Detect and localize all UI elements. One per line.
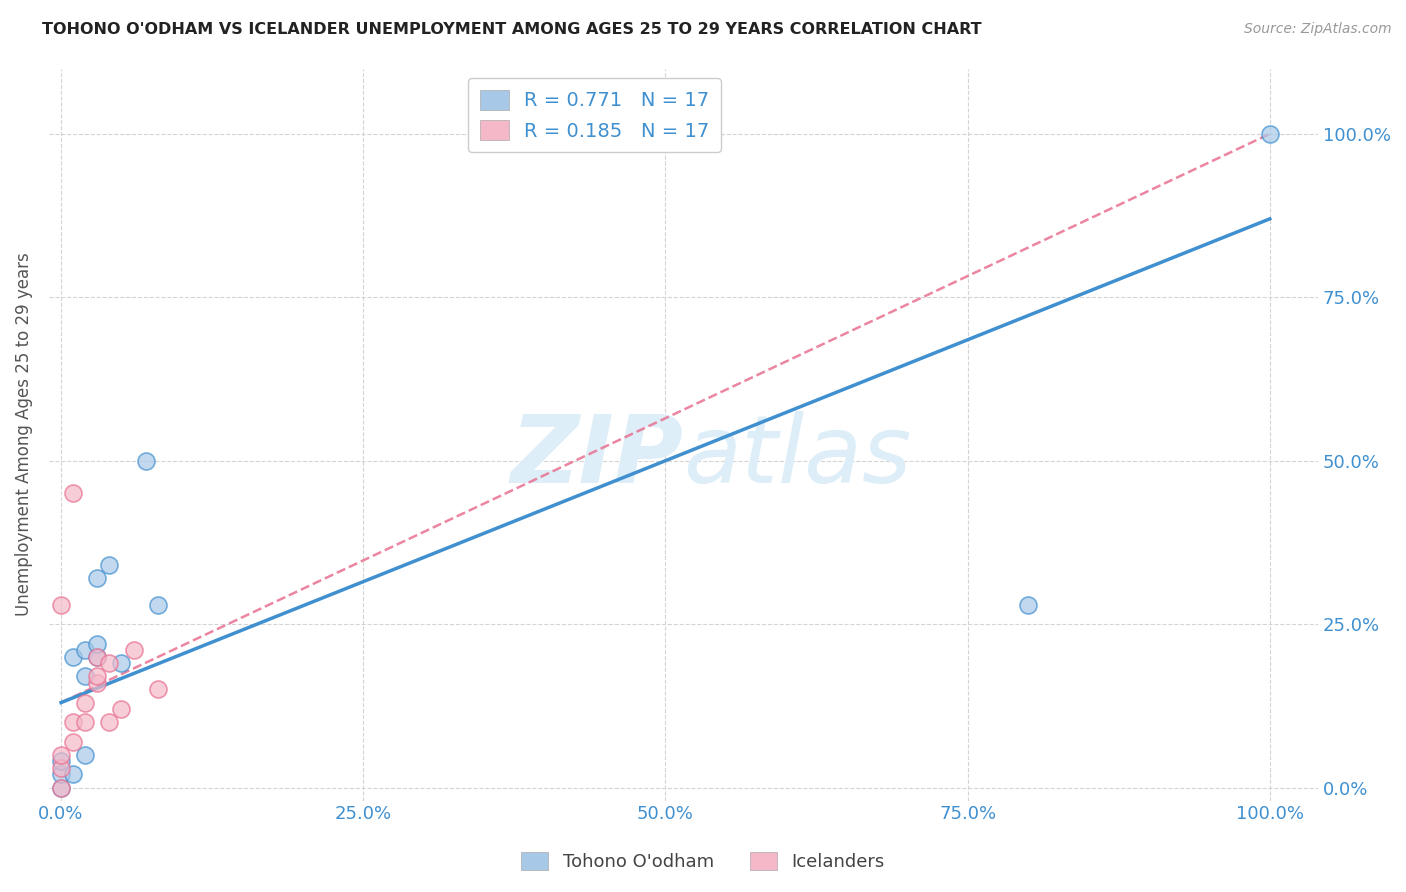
Point <box>75 643 97 657</box>
Point <box>86 571 108 585</box>
Point <box>146 598 169 612</box>
Point <box>75 669 97 683</box>
Point <box>75 747 97 762</box>
Point <box>110 702 132 716</box>
Point <box>49 767 72 781</box>
Legend: R = 0.771   N = 17, R = 0.185   N = 17: R = 0.771 N = 17, R = 0.185 N = 17 <box>468 78 721 153</box>
Point <box>86 649 108 664</box>
Point <box>62 486 84 500</box>
Point <box>62 735 84 749</box>
Point <box>49 780 72 795</box>
Point <box>49 747 72 762</box>
Text: Source: ZipAtlas.com: Source: ZipAtlas.com <box>1244 22 1392 37</box>
Y-axis label: Unemployment Among Ages 25 to 29 years: Unemployment Among Ages 25 to 29 years <box>15 252 32 616</box>
Point <box>75 696 97 710</box>
Point <box>49 780 72 795</box>
Point <box>98 715 121 730</box>
Point <box>62 649 84 664</box>
Point <box>86 669 108 683</box>
Text: TOHONO O'ODHAM VS ICELANDER UNEMPLOYMENT AMONG AGES 25 TO 29 YEARS CORRELATION C: TOHONO O'ODHAM VS ICELANDER UNEMPLOYMENT… <box>42 22 981 37</box>
Point <box>49 598 72 612</box>
Point <box>62 767 84 781</box>
Text: atlas: atlas <box>683 411 912 502</box>
Point <box>86 649 108 664</box>
Point <box>98 657 121 671</box>
Legend: Tohono O'odham, Icelanders: Tohono O'odham, Icelanders <box>515 845 891 879</box>
Point <box>146 682 169 697</box>
Point <box>62 715 84 730</box>
Point <box>86 637 108 651</box>
Point <box>122 643 145 657</box>
Point <box>86 676 108 690</box>
Point <box>98 558 121 573</box>
Point <box>110 657 132 671</box>
Text: ZIP: ZIP <box>510 410 683 502</box>
Point <box>75 715 97 730</box>
Point <box>135 453 157 467</box>
Point <box>1258 127 1281 141</box>
Point <box>1017 598 1039 612</box>
Point <box>49 761 72 775</box>
Point <box>49 755 72 769</box>
